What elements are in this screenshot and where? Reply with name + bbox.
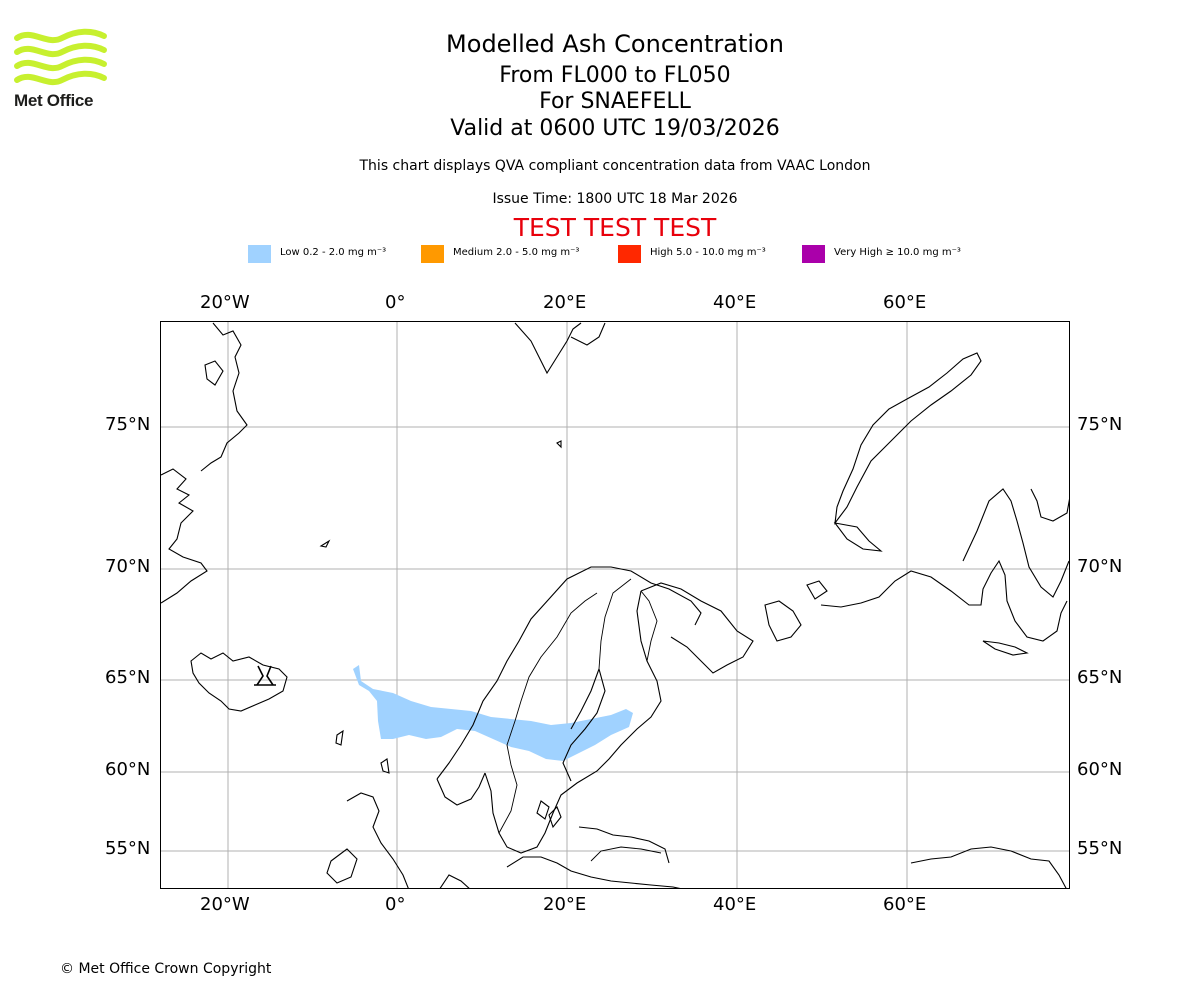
issue-time: Issue Time: 1800 UTC 18 Mar 2026 xyxy=(492,191,738,207)
legend-swatch-medium xyxy=(421,245,444,263)
lon-label-top-60e: 60°E xyxy=(883,292,927,313)
map-gridlines xyxy=(161,322,1069,888)
met-office-logo xyxy=(14,28,107,85)
volcano-icon xyxy=(254,665,276,686)
coastlines xyxy=(161,322,1069,888)
lon-label-bottom-20w: 20°W xyxy=(200,894,250,915)
lat-label-left-75n: 75°N xyxy=(105,414,151,435)
legend-label-medium: Medium 2.0 - 5.0 mg m⁻³ xyxy=(453,247,580,258)
lat-label-right-75n: 75°N xyxy=(1077,414,1123,435)
legend-swatch-very-high xyxy=(802,245,825,263)
chart-description: This chart displays QVA compliant concen… xyxy=(359,158,871,174)
lat-label-left-60n: 60°N xyxy=(105,759,151,780)
lon-label-bottom-20e: 20°E xyxy=(543,894,587,915)
lon-label-top-0: 0° xyxy=(385,292,406,313)
ash-plume-low xyxy=(353,665,633,761)
ash-map xyxy=(160,321,1070,889)
lon-label-bottom-40e: 40°E xyxy=(713,894,757,915)
lon-label-bottom-60e: 60°E xyxy=(883,894,927,915)
flight-level-range: From FL000 to FL050 xyxy=(499,63,731,88)
lon-label-top-20w: 20°W xyxy=(200,292,250,313)
lat-label-right-65n: 65°N xyxy=(1077,667,1123,688)
legend-label-very-high: Very High ≥ 10.0 mg m⁻³ xyxy=(834,247,961,258)
lat-label-left-70n: 70°N xyxy=(105,556,151,577)
lat-label-right-55n: 55°N xyxy=(1077,838,1123,859)
lon-label-top-20e: 20°E xyxy=(543,292,587,313)
lat-label-right-70n: 70°N xyxy=(1077,556,1123,577)
map-canvas xyxy=(161,322,1069,888)
legend-label-low: Low 0.2 - 2.0 mg m⁻³ xyxy=(280,247,387,258)
test-banner: TEST TEST TEST xyxy=(513,213,717,242)
lon-label-bottom-0: 0° xyxy=(385,894,406,915)
lat-label-right-60n: 60°N xyxy=(1077,759,1123,780)
chart-title: Modelled Ash Concentration xyxy=(446,30,784,58)
copyright-notice: © Met Office Crown Copyright xyxy=(60,961,272,977)
legend-swatch-high xyxy=(618,245,641,263)
lat-label-left-55n: 55°N xyxy=(105,838,151,859)
valid-time: Valid at 0600 UTC 19/03/2026 xyxy=(450,116,780,141)
legend-swatch-low xyxy=(248,245,271,263)
lon-label-top-40e: 40°E xyxy=(713,292,757,313)
legend-label-high: High 5.0 - 10.0 mg m⁻³ xyxy=(650,247,766,258)
lat-label-left-65n: 65°N xyxy=(105,667,151,688)
volcano-name: For SNAEFELL xyxy=(539,89,691,114)
logo-text: Met Office xyxy=(14,91,94,110)
